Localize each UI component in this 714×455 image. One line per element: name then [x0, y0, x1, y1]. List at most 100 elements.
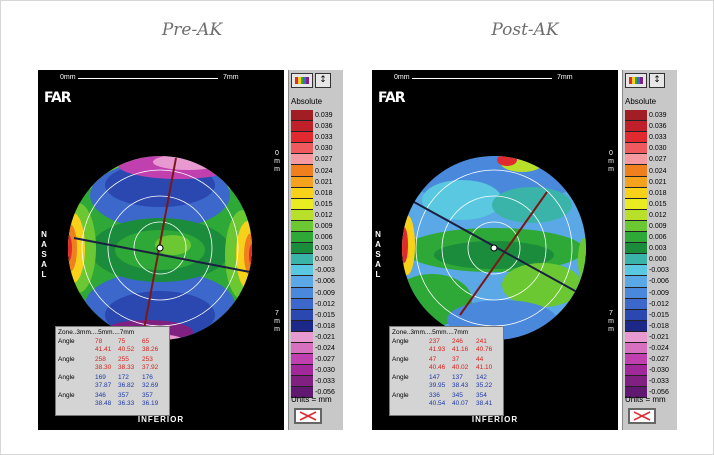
scale-swatch — [625, 232, 647, 244]
row-sub-value: 40.07 — [452, 400, 469, 407]
scale-label: 0.027 — [649, 156, 667, 164]
scale-row: -0.015 — [291, 309, 343, 321]
row-value: 47 — [429, 356, 437, 363]
scale-row: 0.009 — [625, 220, 677, 233]
scale-row: -0.018 — [625, 320, 677, 332]
scale-label: -0.018 — [315, 322, 335, 330]
scale-label: -0.024 — [649, 345, 669, 353]
row-sub-value: 35.22 — [476, 382, 493, 389]
scale-swatch — [291, 376, 313, 388]
scale-toggle-button[interactable]: ↕ — [315, 73, 331, 88]
scale-row: 0.033 — [291, 132, 343, 144]
row-sub-value: 38.43 — [452, 382, 469, 389]
scale-swatch — [625, 331, 647, 343]
scale-row: -0.056 — [291, 387, 343, 399]
scale-swatch — [625, 176, 647, 188]
scale-label: 0.015 — [649, 200, 667, 208]
scale-label: -0.012 — [649, 300, 669, 308]
scale-swatch — [291, 143, 313, 155]
row-sub-value: 36.82 — [118, 382, 135, 389]
legend-title: Absolute — [625, 97, 657, 106]
scale-swatch — [291, 232, 313, 244]
scale-label: -0.003 — [315, 267, 335, 275]
palette-button[interactable] — [291, 73, 313, 88]
scale-row: 0.000 — [625, 254, 677, 266]
scale-row: -0.012 — [625, 298, 677, 310]
scale-swatch — [291, 276, 313, 288]
scale-label: -0.021 — [649, 333, 669, 341]
scale-row: -0.003 — [291, 265, 343, 277]
scale-swatch — [625, 320, 647, 332]
palette-icon — [295, 77, 309, 84]
scale-row: -0.012 — [291, 298, 343, 310]
row-value: 147 — [429, 374, 440, 381]
row-sub-value: 32.69 — [142, 382, 159, 389]
scale-swatch — [625, 110, 647, 122]
scale-swatch — [291, 309, 313, 321]
scale-label: -0.009 — [649, 289, 669, 297]
scale-row: -0.024 — [625, 342, 677, 355]
row-sub-value: 40.76 — [476, 346, 493, 353]
row-value: 142 — [476, 374, 487, 381]
scale-label: 0.000 — [649, 256, 667, 264]
scale-row: 0.024 — [625, 165, 677, 177]
scale-swatch — [625, 243, 647, 255]
scale-swatch — [291, 110, 313, 122]
row-sub-value: 39.95 — [429, 382, 446, 389]
scale-row: -0.006 — [291, 276, 343, 288]
row-value: 176 — [142, 374, 153, 381]
row-sub-value: 40.02 — [452, 364, 469, 371]
scale-label: 0.036 — [315, 123, 333, 131]
scale-label: 0.021 — [315, 178, 333, 186]
table-header: Zone..3mm....5mm....7mm — [58, 329, 135, 336]
scale-swatch — [625, 387, 647, 399]
close-button[interactable] — [628, 408, 656, 424]
scale-swatch — [291, 121, 313, 133]
scale-row: 0.021 — [625, 176, 677, 188]
scale-label: 0.039 — [649, 112, 667, 120]
scale-row: 0.030 — [291, 143, 343, 155]
scale-swatch — [291, 198, 313, 210]
scale-swatch — [625, 276, 647, 288]
scale-swatch — [625, 209, 647, 221]
scale-label: 0.006 — [649, 234, 667, 242]
row-sub-value: 38.48 — [95, 400, 112, 407]
scale-label: 0.009 — [649, 222, 667, 230]
row-value: 246 — [452, 338, 463, 345]
scale-toggle-button[interactable]: ↕ — [649, 73, 665, 88]
top-scale-line — [412, 78, 552, 79]
row-sub-value: 36.33 — [118, 400, 135, 407]
scale-label: -0.003 — [649, 267, 669, 275]
row-sub-value: 40.52 — [118, 346, 135, 353]
row-value: 172 — [118, 374, 129, 381]
row-value: 255 — [118, 356, 129, 363]
scale-row: -0.003 — [625, 265, 677, 277]
scale-row: 0.006 — [291, 232, 343, 244]
top-scale-right: 7mm — [557, 74, 573, 81]
palette-button[interactable] — [625, 73, 647, 88]
scale-row: 0.021 — [291, 176, 343, 188]
scale-label: 0.018 — [649, 189, 667, 197]
scale-row: 0.009 — [291, 220, 343, 233]
scale-row: -0.021 — [291, 331, 343, 343]
scale-label: 0.024 — [315, 167, 333, 175]
scale-row: 0.033 — [625, 132, 677, 144]
scale-label: -0.033 — [315, 378, 335, 386]
scale-row: 0.036 — [625, 121, 677, 133]
scale-row: 0.012 — [291, 209, 343, 221]
panel-title-pre: Pre-AK — [161, 20, 223, 40]
row-label: Angle — [392, 356, 409, 363]
units-label: Units = mm — [625, 395, 666, 404]
scale-swatch — [291, 176, 313, 188]
scale-swatch — [625, 121, 647, 133]
far-logo: FAR — [44, 90, 72, 106]
units-label: Units = mm — [291, 395, 332, 404]
scale-swatch — [291, 165, 313, 177]
scale-label: 0.024 — [649, 167, 667, 175]
scale-label: 0.039 — [315, 112, 333, 120]
astigmatism-table-pre: Zone..3mm....5mm....7mm Angle 78 75 65 4… — [55, 326, 170, 416]
close-button[interactable] — [294, 408, 322, 424]
panel-title-post: Post-AK — [491, 20, 559, 40]
scale-row: -0.030 — [625, 365, 677, 377]
color-scale-legend-pre: ↕ Absolute 0.039 0.036 0.033 0.030 0.027 0.02… — [288, 70, 343, 430]
